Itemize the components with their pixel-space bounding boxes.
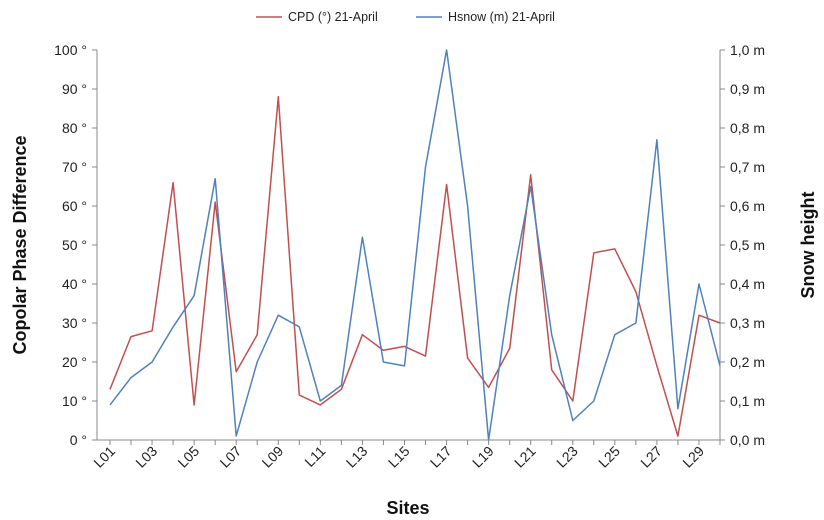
y-tick-label: 90 ° bbox=[62, 81, 87, 97]
y-axis-title: Copolar Phase Difference bbox=[10, 135, 30, 354]
y2-tick-label: 1,0 m bbox=[730, 42, 765, 58]
legend: CPD (°) 21-April Hsnow (m) 21-April bbox=[256, 10, 555, 24]
y2-tick-label: 0,6 m bbox=[730, 198, 765, 214]
y2-tick-label: 0,4 m bbox=[730, 276, 765, 292]
x-axis-title: Sites bbox=[386, 498, 429, 518]
y2-axis-title: Snow height bbox=[798, 192, 818, 299]
y-tick-label: 60 ° bbox=[62, 198, 87, 214]
y2-tick-label: 0,8 m bbox=[730, 120, 765, 136]
y-tick-label: 100 ° bbox=[54, 42, 87, 58]
y-tick-label: 50 ° bbox=[62, 237, 87, 253]
y-tick-label: 40 ° bbox=[62, 276, 87, 292]
y2-tick-label: 0,1 m bbox=[730, 393, 765, 409]
y-tick-label: 80 ° bbox=[62, 120, 87, 136]
y2-tick-label: 0,3 m bbox=[730, 315, 765, 331]
y-tick-label: 30 ° bbox=[62, 315, 87, 331]
series-layer bbox=[109, 49, 721, 441]
y2-tick-label: 0,7 m bbox=[730, 159, 765, 175]
y2-tick-label: 0,0 m bbox=[730, 432, 765, 448]
y-tick-label: 0 ° bbox=[70, 432, 87, 448]
y-tick-label: 20 ° bbox=[62, 354, 87, 370]
y2-tick-label: 0,5 m bbox=[730, 237, 765, 253]
y-tick-label: 70 ° bbox=[62, 159, 87, 175]
legend-label-cpd: CPD (°) 21-April bbox=[288, 10, 378, 24]
legend-label-hsnow: Hsnow (m) 21-April bbox=[448, 10, 555, 24]
y2-tick-label: 0,2 m bbox=[730, 354, 765, 370]
y2-tick-label: 0,9 m bbox=[730, 81, 765, 97]
y-ticks: 0 ° 10 ° 20 ° 30 ° 40 ° 50 ° 60 ° 70 ° 80 ° 90 ° 1… bbox=[54, 42, 765, 448]
series-line-cpd bbox=[109, 96, 721, 437]
y-tick-label: 10 ° bbox=[62, 393, 87, 409]
series-line-hsnow bbox=[109, 49, 721, 441]
